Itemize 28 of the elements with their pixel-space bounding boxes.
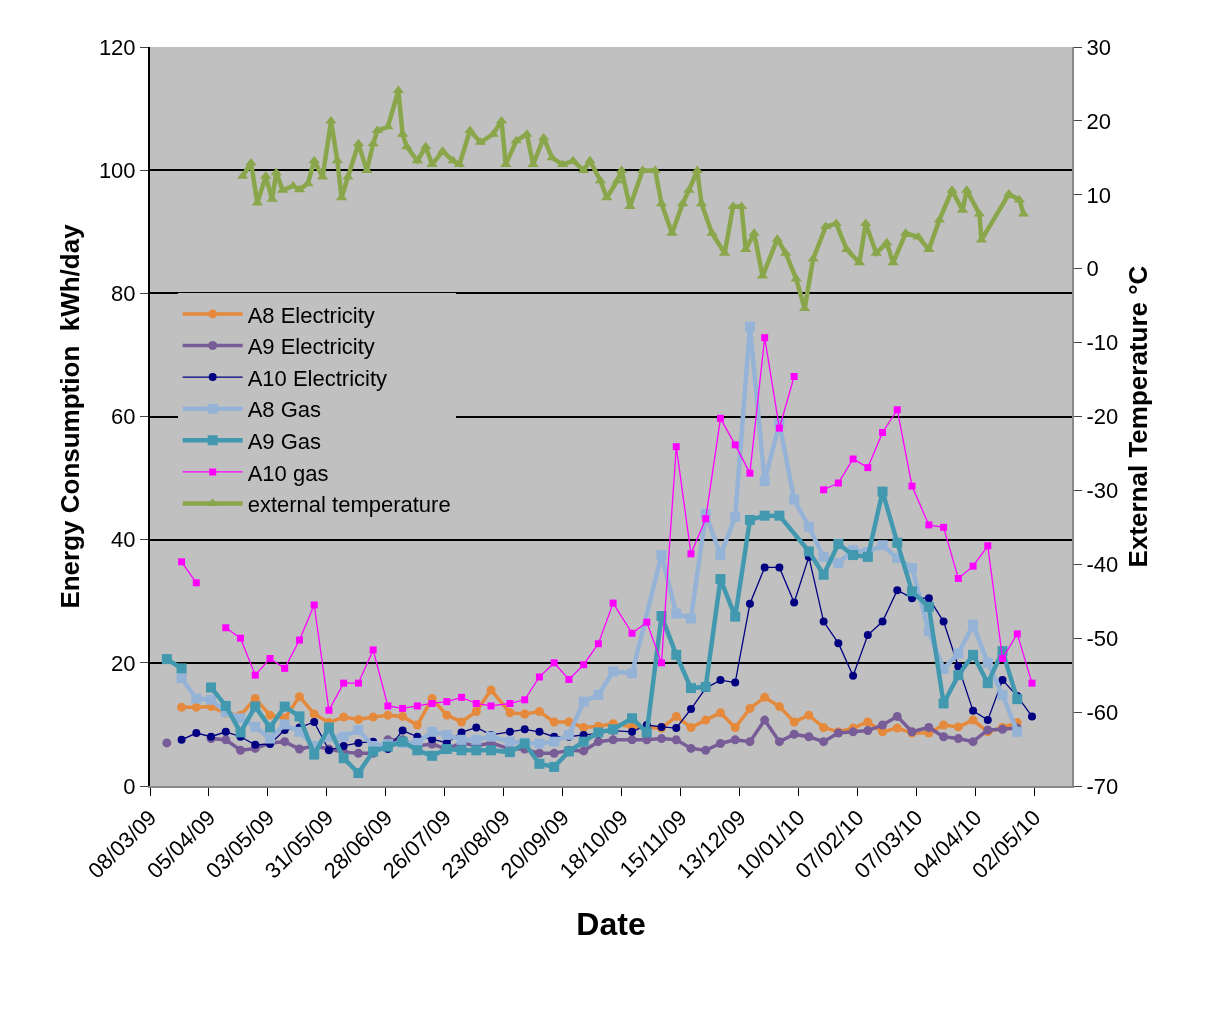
legend-label: A9 Gas xyxy=(247,428,322,454)
y2-tick-label: -50 xyxy=(1086,625,1119,651)
y2-tick-label: 10 xyxy=(1086,182,1111,208)
x-axis-title: Date xyxy=(576,905,646,942)
y-tick-label: 100 xyxy=(98,157,136,183)
y2-tick-label: -30 xyxy=(1086,478,1119,504)
legend-label: A10 gas xyxy=(247,460,329,486)
y-tick-label: 0 xyxy=(123,773,136,799)
y-axis-title: Energy Consumption kWh/day xyxy=(54,223,85,609)
y2-tick-label: -60 xyxy=(1086,699,1119,725)
y2-axis-title: External Temperature °C xyxy=(1123,265,1154,568)
y-tick-label: 40 xyxy=(111,527,136,553)
legend-label: A8 Electricity xyxy=(247,302,375,328)
y-tick-label: 80 xyxy=(111,281,136,307)
y2-tick-label: 20 xyxy=(1086,108,1111,134)
y2-tick-label: -10 xyxy=(1086,330,1119,356)
y2-tick-label: 0 xyxy=(1086,256,1099,282)
legend-label: A10 Electricity xyxy=(247,365,388,391)
y-tick-label: 120 xyxy=(98,34,136,60)
y2-tick-label: 30 xyxy=(1086,34,1111,60)
y2-tick-label: -20 xyxy=(1086,404,1119,430)
y-tick-label: 20 xyxy=(111,650,136,676)
y2-tick-label: -70 xyxy=(1086,773,1119,799)
y2-tick-label: -40 xyxy=(1086,552,1119,577)
legend-label: A9 Electricity xyxy=(247,334,375,360)
y-tick-label: 60 xyxy=(111,404,136,430)
legend-label: A8 Gas xyxy=(247,397,322,423)
legend-label: external temperature xyxy=(247,492,451,518)
